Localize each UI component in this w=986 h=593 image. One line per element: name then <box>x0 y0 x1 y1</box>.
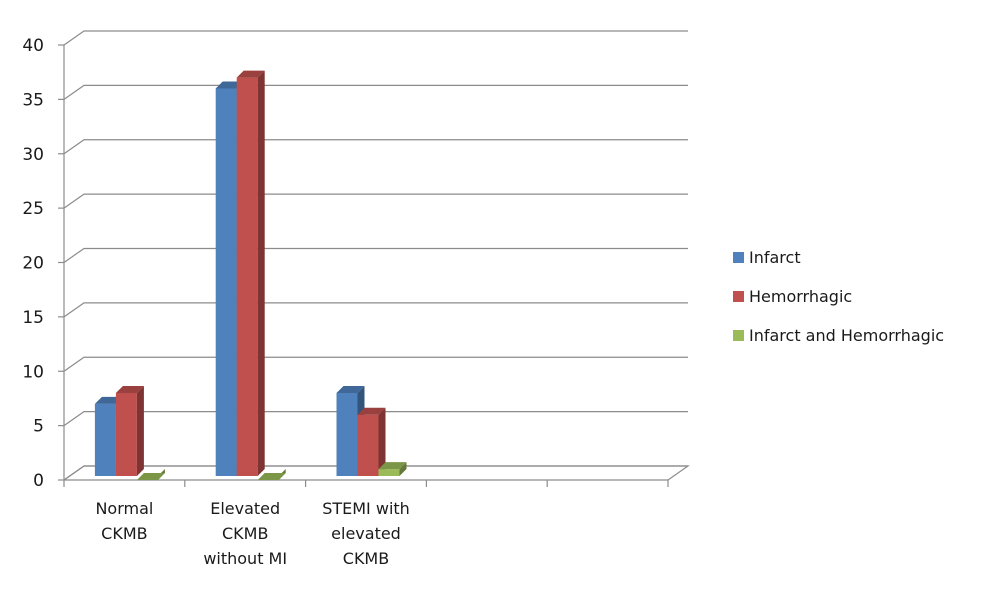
bars <box>94 70 407 480</box>
y-tick-label: 20 <box>22 254 44 274</box>
x-category-label-line: elevated <box>331 524 401 543</box>
legend-label: Infarct and Hemorrhagic <box>749 326 944 345</box>
bar-top <box>357 407 386 415</box>
x-category-label-line: Elevated <box>210 499 280 518</box>
bar-front <box>236 77 258 476</box>
legend-swatch <box>733 330 744 341</box>
x-category-label-line: CKMB <box>101 524 147 543</box>
legend-label: Infarct <box>749 248 801 267</box>
x-category-label-line: Normal <box>95 499 153 518</box>
gridline <box>63 30 688 46</box>
x-category-label-line: STEMI with <box>322 499 410 518</box>
y-axis-tick-labels: 0 5 10 15 20 25 30 35 40 <box>22 36 44 491</box>
bar <box>136 469 165 480</box>
y-tick-label: 25 <box>22 199 44 219</box>
x-category-label: Elevated CKMB without MI <box>203 499 287 568</box>
bar <box>378 462 407 476</box>
gridline <box>63 247 688 263</box>
bar-top <box>378 462 407 470</box>
x-category-label: STEMI with elevated CKMB <box>322 499 410 568</box>
gridline <box>63 193 688 209</box>
bar-front <box>94 403 116 476</box>
x-category-label-line: CKMB <box>343 549 389 568</box>
legend-entry: Hemorrhagic <box>733 287 852 306</box>
bar <box>357 407 386 476</box>
gridline <box>63 84 688 100</box>
bar-top <box>336 386 365 393</box>
legend-swatch <box>733 291 744 302</box>
bar-front <box>336 393 358 476</box>
bar-front <box>215 88 237 476</box>
bar-top <box>236 70 265 78</box>
legend-label: Hemorrhagic <box>749 287 852 306</box>
x-axis-category-labels: Normal CKMB Elevated CKMB without MI STEMI wi… <box>95 499 409 568</box>
legend-swatch <box>733 252 744 263</box>
gridline <box>63 302 688 318</box>
x-category-label: Normal CKMB <box>95 499 153 543</box>
y-tick-label: 40 <box>22 36 44 56</box>
bar-top <box>115 386 144 393</box>
bar-front <box>357 414 379 476</box>
y-tick-label: 10 <box>22 362 44 382</box>
bar <box>236 70 265 476</box>
gridlines <box>63 30 688 481</box>
bar-side <box>378 407 386 476</box>
legend-entry: Infarct <box>733 248 801 267</box>
gridline <box>63 139 688 155</box>
bar-side <box>136 386 144 476</box>
y-tick-label: 0 <box>33 471 44 491</box>
legend-entry: Infarct and Hemorrhagic <box>733 326 944 345</box>
bar-front <box>378 469 400 476</box>
y-tick-label: 35 <box>22 90 44 110</box>
bar <box>257 469 286 480</box>
y-tick-label: 5 <box>33 417 44 437</box>
bar-top <box>136 473 165 480</box>
y-tick-label: 30 <box>22 145 44 165</box>
y-tick-label: 15 <box>22 308 44 328</box>
bar-top <box>257 473 286 480</box>
bar-front <box>115 393 137 476</box>
bar-side <box>399 462 407 476</box>
x-category-label-line: CKMB <box>222 524 268 543</box>
bar <box>115 386 144 476</box>
x-category-label-line: without MI <box>203 549 287 568</box>
legend: Infarct Hemorrhagic Infarct and Hemorrhagi… <box>733 248 944 345</box>
gridline <box>63 411 688 427</box>
bar-side <box>257 70 265 476</box>
gridline <box>63 356 688 372</box>
